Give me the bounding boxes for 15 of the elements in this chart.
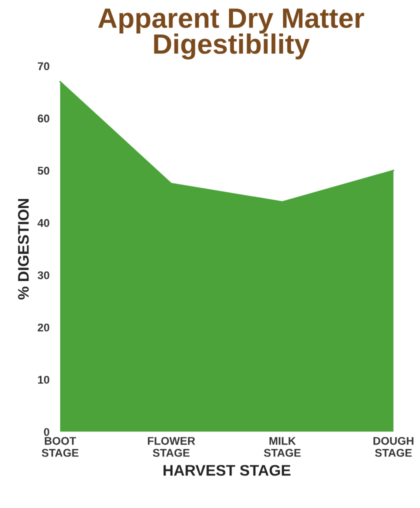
y-tick-label: 20 [38,324,50,332]
y-tick-label: 50 [38,166,50,175]
x-axis-title: HARVEST STAGE [164,464,290,476]
y-tick-label: 60 [38,114,50,122]
x-tick-label: FLOWER STAGE [148,436,196,457]
y-tick-label: 0 [44,428,50,436]
x-tick-label: MILK STAGE [264,437,301,457]
chart-title: Apparent Dry Matter Digestibility [98,8,364,60]
x-tick-label: BOOT STAGE [42,436,78,457]
y-tick-label: 30 [38,271,50,280]
y-tick-label: 40 [38,219,50,227]
y-tick-label: 70 [38,62,50,70]
y-axis-title: % DIGESTION [18,199,29,300]
y-tick-label: 10 [38,376,50,384]
x-tick-label: DOUGH STAGE [374,436,414,457]
